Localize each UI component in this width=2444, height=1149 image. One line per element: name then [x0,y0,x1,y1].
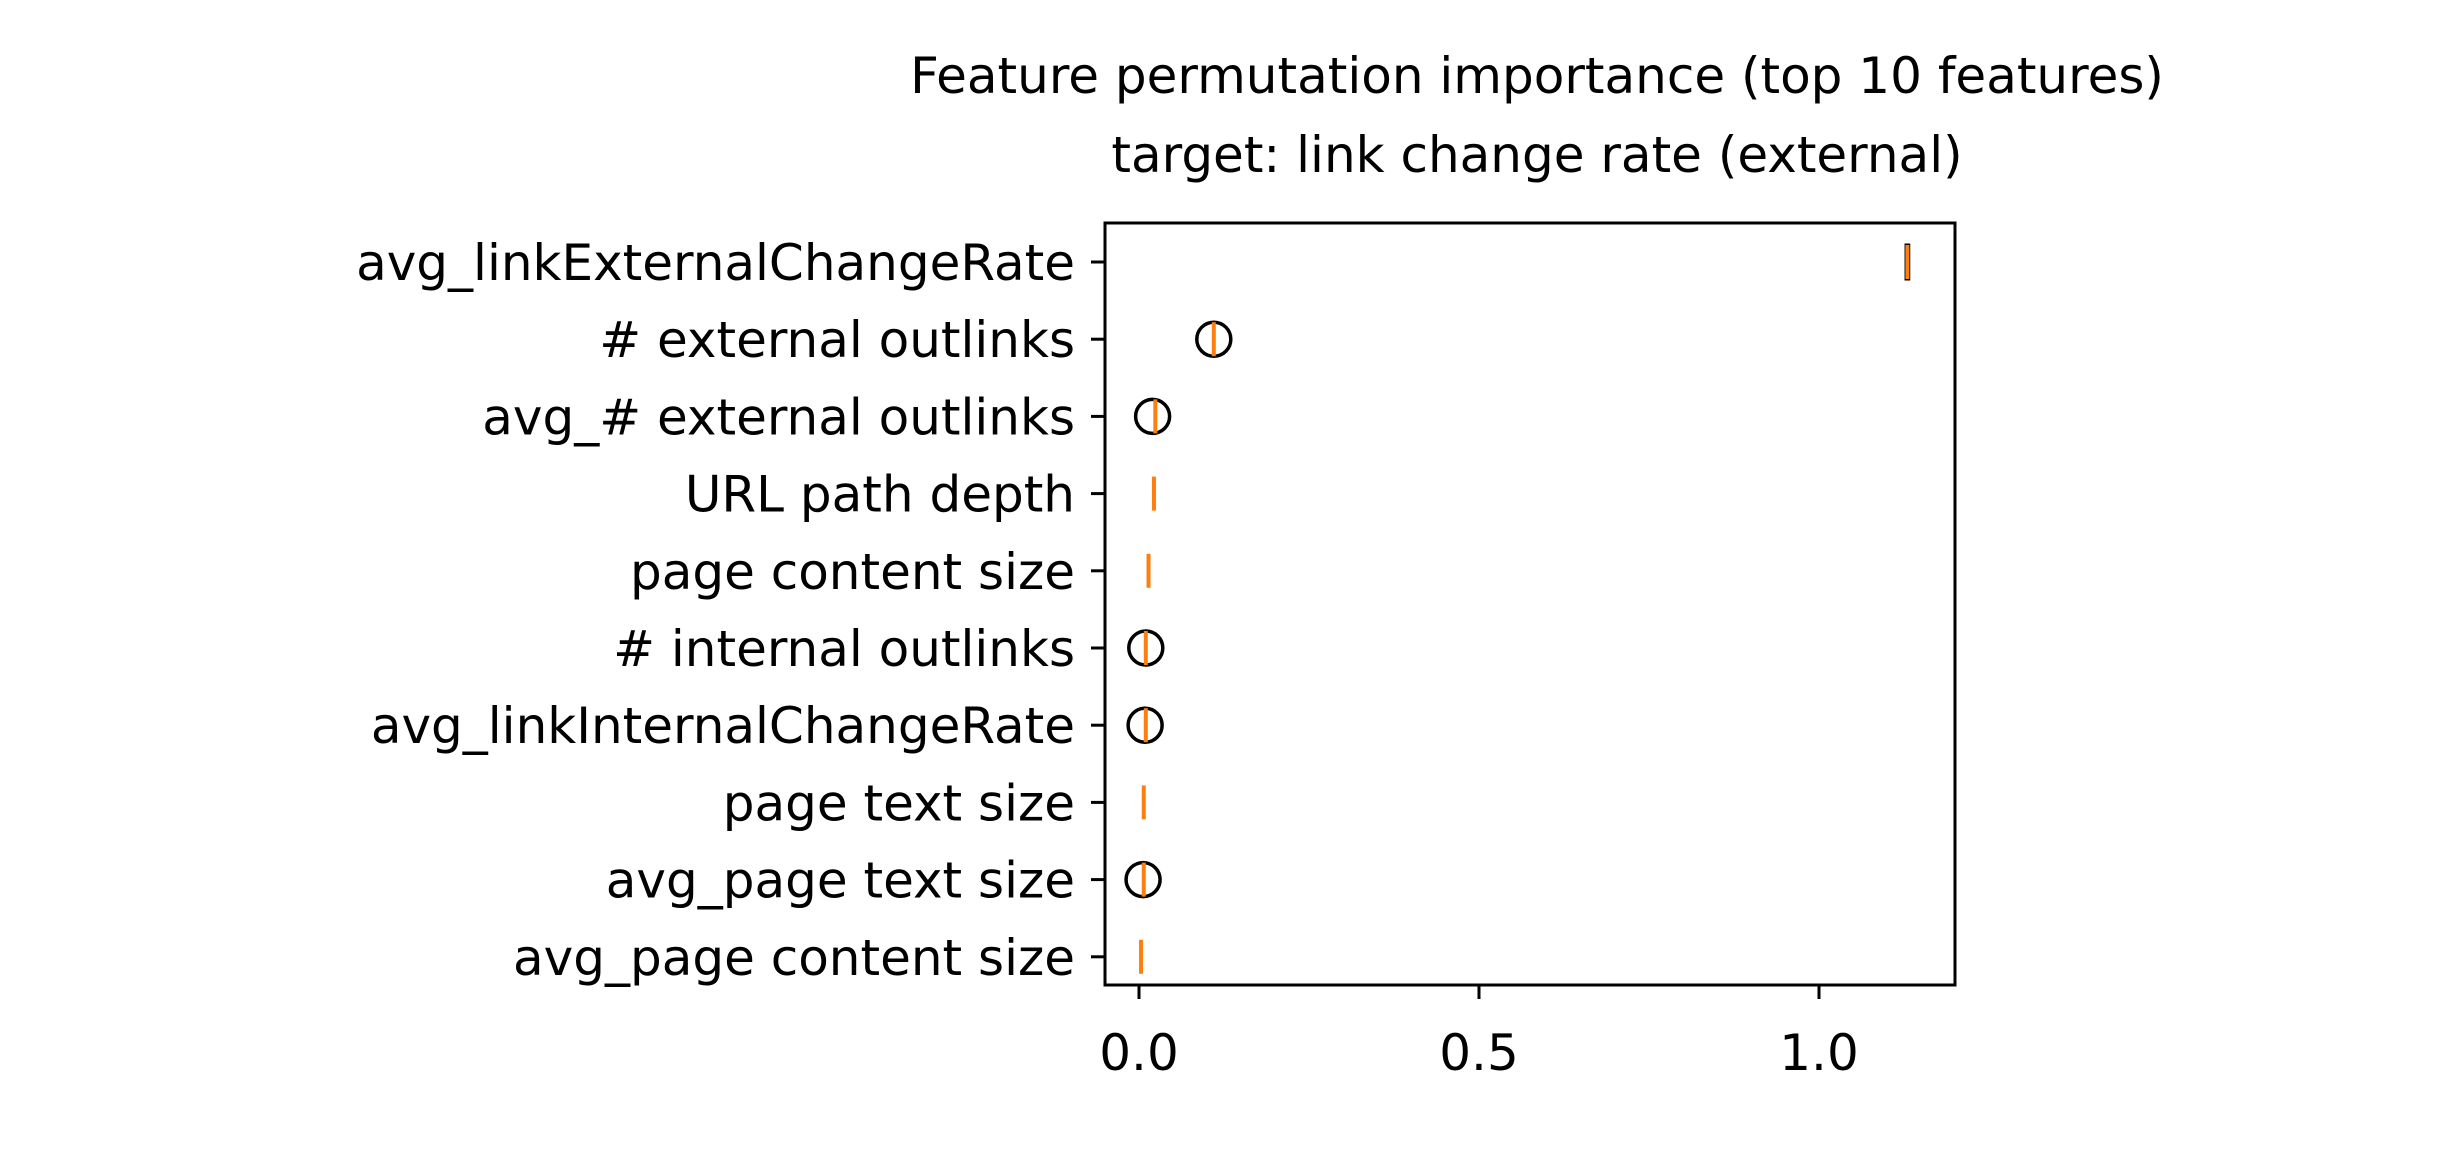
x-tick-label: 0.0 [1099,1024,1179,1082]
y-tick-label: avg_page content size [513,929,1075,987]
y-tick-label: URL path depth [685,466,1075,524]
plot-frame [1103,221,1957,987]
y-tick-label: avg_# external outlinks [482,388,1075,446]
y-tick-label: avg_linkInternalChangeRate [371,697,1075,755]
y-tick-label: avg_page text size [606,852,1075,910]
box-plots [1124,243,1911,974]
chart-title: Feature permutation importance (top 10 f… [910,47,2164,105]
axis-ticks: 0.0 0.5 1.0 avg_linkExternalChangeRate # ext… [356,234,1859,1082]
y-tick-label: avg_linkExternalChangeRate [356,234,1075,292]
x-tick-label: 0.5 [1439,1024,1519,1082]
y-tick-label: # internal outlinks [613,620,1075,678]
outlier-point [1133,397,1172,436]
y-tick-label: # external outlinks [599,311,1075,369]
y-tick-label: page content size [630,543,1075,601]
x-tick-label: 1.0 [1779,1024,1859,1082]
y-tick-label: page text size [723,774,1075,832]
chart-subtitle: target: link change rate (external) [1111,126,1962,184]
